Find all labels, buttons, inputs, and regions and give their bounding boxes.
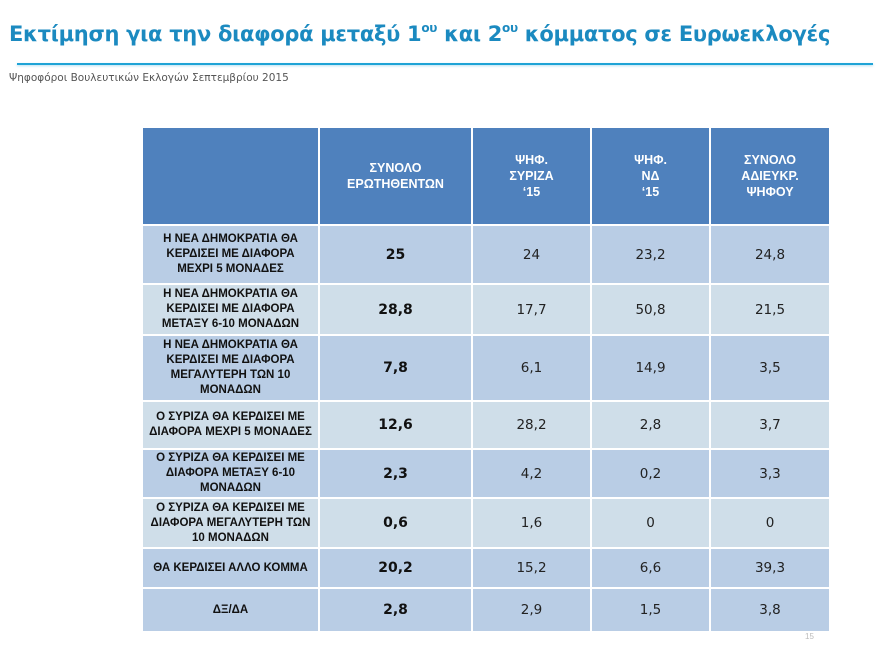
page-subtitle: Ψηφοφόροι Βουλευτικών Εκλογών Σεπτεμβρίο… [9,72,289,84]
title-part-2: και 2 [437,22,503,46]
cell-nd: 6,6 [590,547,711,589]
row-label: Ο ΣΥΡΙΖΑ ΘΑ ΚΕΡΔΙΣΕΙ ΜΕ ΔΙΑΦΟΡΑ ΜΕΤΑΞΥ 6… [141,448,320,499]
column-header-syriza-voters: ΨΗΦ. ΣΥΡΙΖΑ ‘15 [471,126,592,226]
cell-nd: 23,2 [590,224,711,285]
cell-total: 2,3 [318,448,473,499]
cell-undecided: 39,3 [709,547,831,589]
cell-total: 0,6 [318,497,473,549]
cell-undecided: 3,5 [709,334,831,402]
page-number: 15 [805,632,814,641]
table-row: Η ΝΕΑ ΔΗΜΟΚΡΑΤΙΑ ΘΑ ΚΕΡΔΙΣΕΙ ΜΕ ΔΙΑΦΟΡΑ … [141,283,831,336]
title-superscript-2: ου [502,21,518,35]
column-header-total: ΣΥΝΟΛΟ ΕΡΩΤΗΘΕΝΤΩΝ [318,126,473,226]
row-label: Η ΝΕΑ ΔΗΜΟΚΡΑΤΙΑ ΘΑ ΚΕΡΔΙΣΕΙ ΜΕ ΔΙΑΦΟΡΑ … [141,334,320,402]
cell-undecided: 24,8 [709,224,831,285]
row-label: ΘΑ ΚΕΡΔΙΣΕΙ ΑΛΛΟ ΚΟΜΜΑ [141,547,320,589]
cell-total: 12,6 [318,400,473,450]
cell-syriza: 24 [471,224,592,285]
table-row: Ο ΣΥΡΙΖΑ ΘΑ ΚΕΡΔΙΣΕΙ ΜΕ ΔΙΑΦΟΡΑ ΜΕΧΡΙ 5 … [141,400,831,450]
column-header-label [141,126,320,226]
cell-syriza: 6,1 [471,334,592,402]
cell-total: 28,8 [318,283,473,336]
title-part-3: κόμματος σε Ευρωεκλογές [517,22,831,46]
cell-syriza: 15,2 [471,547,592,589]
cell-undecided: 3,7 [709,400,831,450]
cell-syriza: 28,2 [471,400,592,450]
table-row: Η ΝΕΑ ΔΗΜΟΚΡΑΤΙΑ ΘΑ ΚΕΡΔΙΣΕΙ ΜΕ ΔΙΑΦΟΡΑ … [141,224,831,285]
cell-undecided: 3,8 [709,587,831,633]
row-label: Η ΝΕΑ ΔΗΜΟΚΡΑΤΙΑ ΘΑ ΚΕΡΔΙΣΕΙ ΜΕ ΔΙΑΦΟΡΑ … [141,224,320,285]
cell-total: 25 [318,224,473,285]
row-label: Ο ΣΥΡΙΖΑ ΘΑ ΚΕΡΔΙΣΕΙ ΜΕ ΔΙΑΦΟΡΑ ΜΕΧΡΙ 5 … [141,400,320,450]
results-table: ΣΥΝΟΛΟ ΕΡΩΤΗΘΕΝΤΩΝ ΨΗΦ. ΣΥΡΙΖΑ ‘15 ΨΗΦ. … [141,126,831,633]
cell-total: 2,8 [318,587,473,633]
table-row: ΘΑ ΚΕΡΔΙΣΕΙ ΑΛΛΟ ΚΟΜΜΑ 20,2 15,2 6,6 39,… [141,547,831,589]
table-row: ΔΞ/ΔΑ 2,8 2,9 1,5 3,8 [141,587,831,633]
cell-nd: 0,2 [590,448,711,499]
cell-syriza: 2,9 [471,587,592,633]
cell-total: 7,8 [318,334,473,402]
cell-syriza: 17,7 [471,283,592,336]
table-row: Ο ΣΥΡΙΖΑ ΘΑ ΚΕΡΔΙΣΕΙ ΜΕ ΔΙΑΦΟΡΑ ΜΕΤΑΞΥ 6… [141,448,831,499]
table-header-row: ΣΥΝΟΛΟ ΕΡΩΤΗΘΕΝΤΩΝ ΨΗΦ. ΣΥΡΙΖΑ ‘15 ΨΗΦ. … [141,126,831,226]
cell-undecided: 21,5 [709,283,831,336]
row-label: Ο ΣΥΡΙΖΑ ΘΑ ΚΕΡΔΙΣΕΙ ΜΕ ΔΙΑΦΟΡΑ ΜΕΓΑΛΥΤΕ… [141,497,320,549]
page-title: Εκτίμηση για την διαφορά μεταξύ 1ου και … [9,22,830,46]
cell-nd: 0 [590,497,711,549]
row-label: ΔΞ/ΔΑ [141,587,320,633]
cell-nd: 50,8 [590,283,711,336]
title-part-1: Εκτίμηση για την διαφορά μεταξύ 1 [9,22,422,46]
row-label: Η ΝΕΑ ΔΗΜΟΚΡΑΤΙΑ ΘΑ ΚΕΡΔΙΣΕΙ ΜΕ ΔΙΑΦΟΡΑ … [141,283,320,336]
cell-syriza: 1,6 [471,497,592,549]
title-separator [17,63,873,65]
cell-total: 20,2 [318,547,473,589]
title-superscript-1: ου [421,21,438,35]
column-header-undecided: ΣΥΝΟΛΟ ΑΔΙΕΥΚΡ. ΨΗΦΟΥ [709,126,831,226]
cell-nd: 14,9 [590,334,711,402]
cell-nd: 2,8 [590,400,711,450]
table-row: Η ΝΕΑ ΔΗΜΟΚΡΑΤΙΑ ΘΑ ΚΕΡΔΙΣΕΙ ΜΕ ΔΙΑΦΟΡΑ … [141,334,831,402]
cell-syriza: 4,2 [471,448,592,499]
column-header-nd-voters: ΨΗΦ. ΝΔ ‘15 [590,126,711,226]
cell-nd: 1,5 [590,587,711,633]
cell-undecided: 3,3 [709,448,831,499]
cell-undecided: 0 [709,497,831,549]
table-row: Ο ΣΥΡΙΖΑ ΘΑ ΚΕΡΔΙΣΕΙ ΜΕ ΔΙΑΦΟΡΑ ΜΕΓΑΛΥΤΕ… [141,497,831,549]
